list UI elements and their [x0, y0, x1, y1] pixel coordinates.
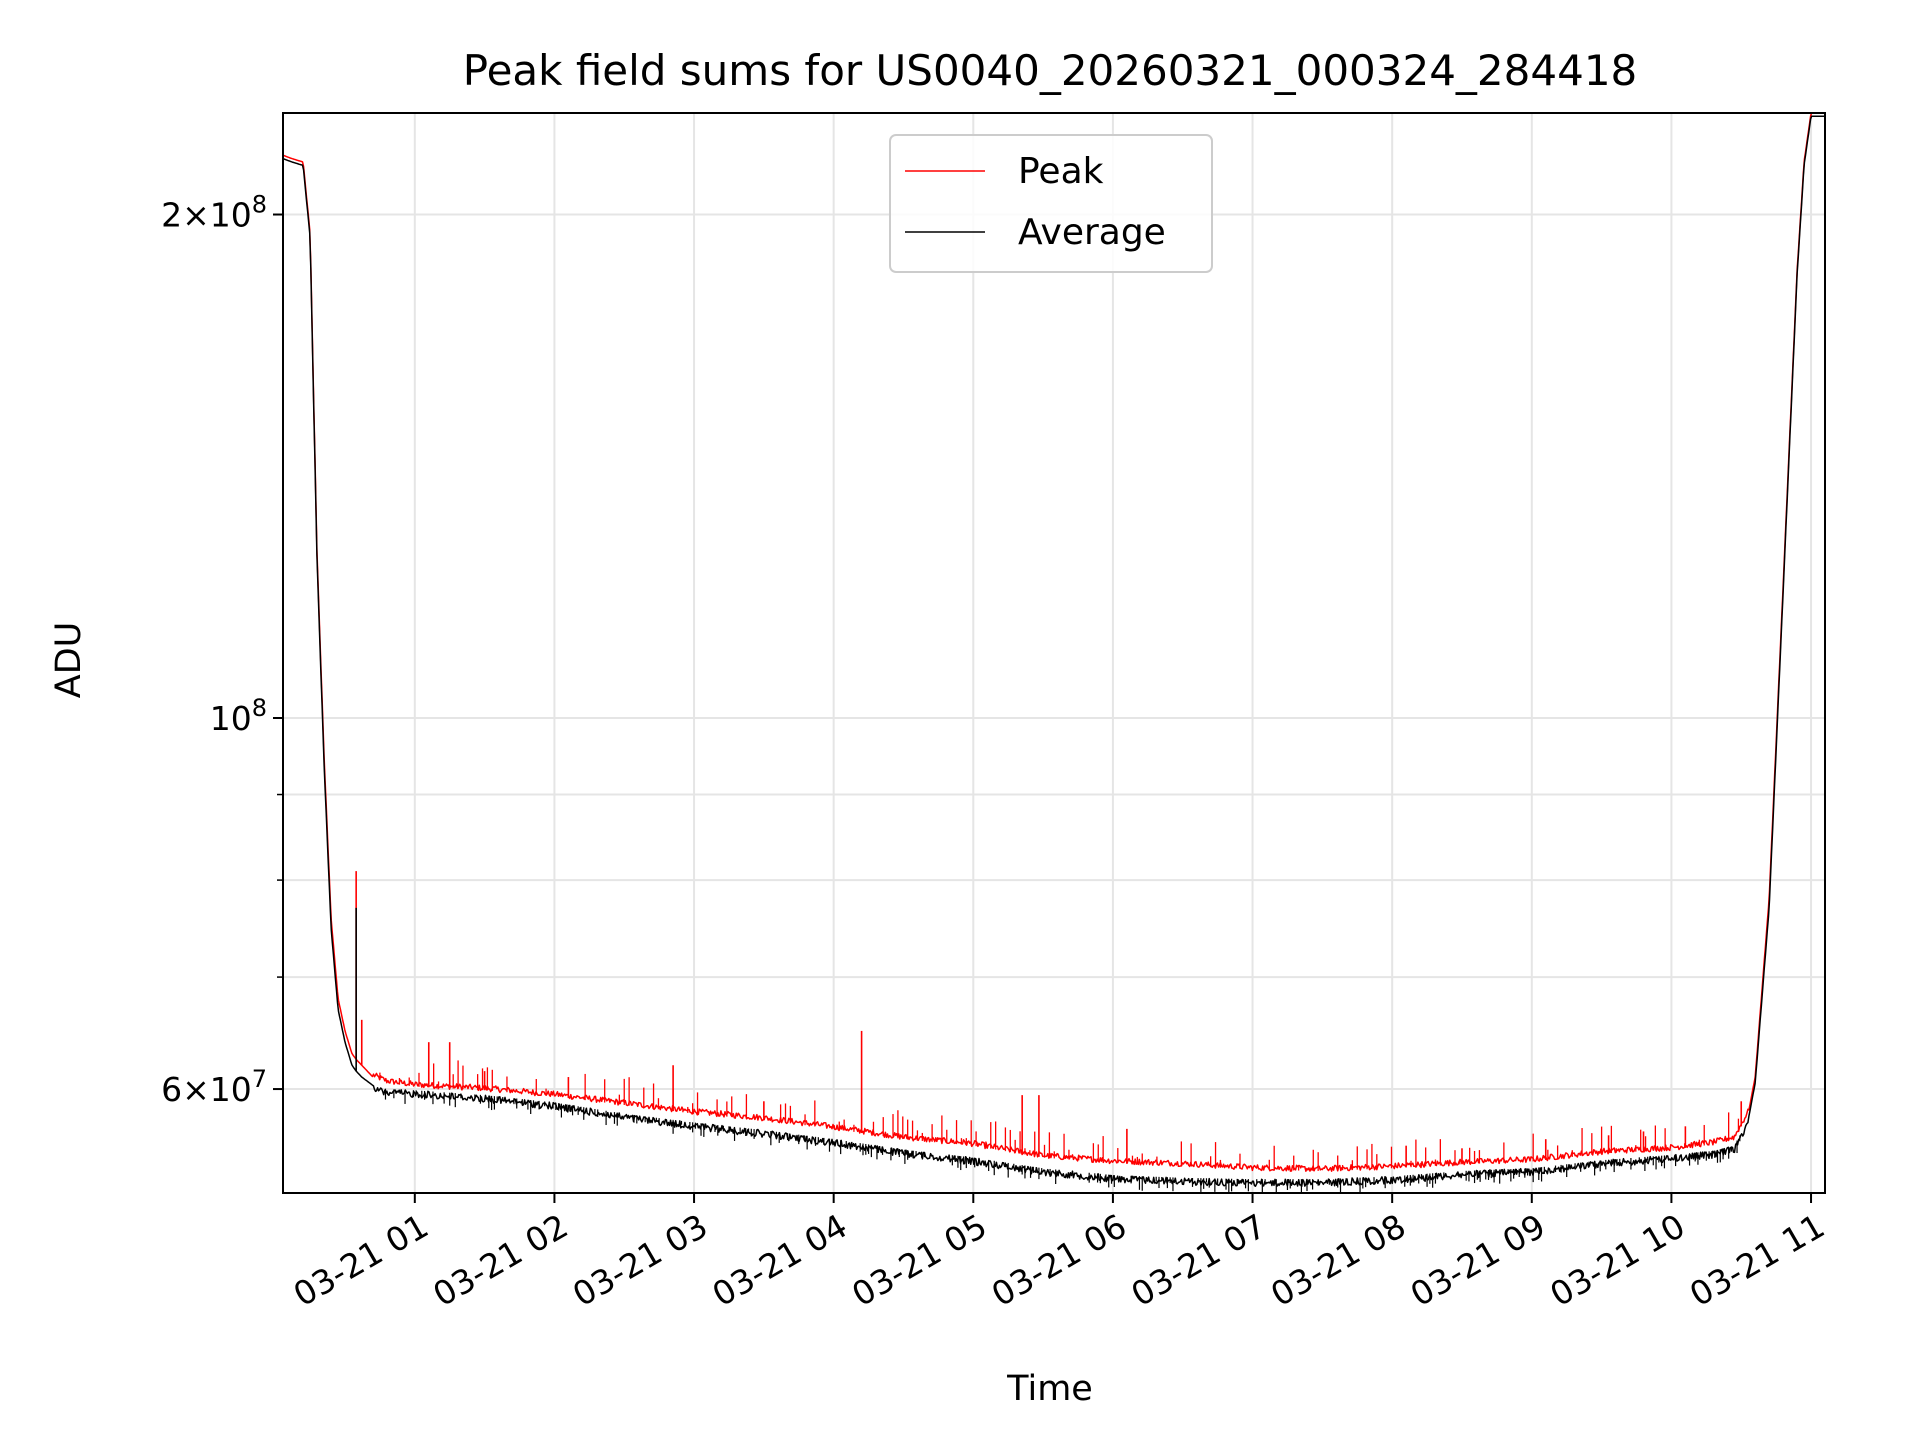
y-tick-exponent: 8 [252, 191, 267, 219]
y-tick-exponent: 8 [252, 694, 267, 722]
legend-box [889, 134, 1213, 273]
y-tick-base: 6×10 [161, 1070, 252, 1109]
y-tick-label: 6×107 [161, 1065, 267, 1109]
y-tick-base: 10 [210, 699, 252, 738]
y-tick-exponent: 7 [252, 1065, 267, 1093]
legend: Peak Average [889, 134, 1213, 273]
plot-frame [282, 112, 1826, 1194]
series-lines [283, 113, 1825, 1193]
legend-average-label: Average [1018, 212, 1166, 253]
x-axis-label: Time [1006, 1369, 1093, 1409]
chart-title: Peak field sums for US0040_20260321_0003… [463, 46, 1638, 95]
y-tick-base: 2×10 [161, 196, 252, 235]
legend-peak-label: Peak [1018, 151, 1104, 192]
y-tick-label: 108 [210, 694, 267, 738]
y-axis-label: ADU [49, 622, 89, 699]
series-line-average [283, 115, 1825, 1188]
y-tick-label: 2×108 [161, 191, 267, 235]
